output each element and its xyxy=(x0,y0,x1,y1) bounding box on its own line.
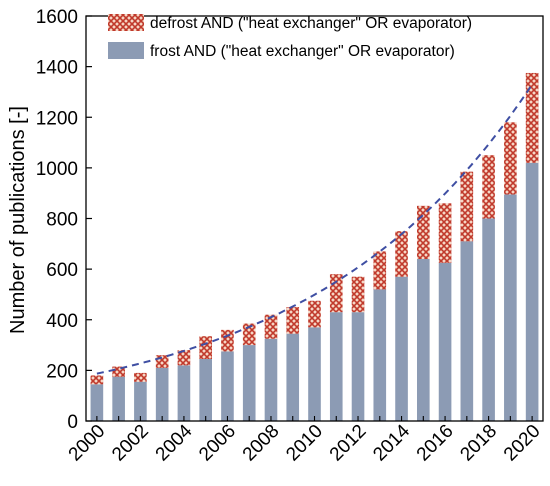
bar-defrost-2016 xyxy=(438,203,452,263)
x-tick-label: 2016 xyxy=(413,421,458,466)
bar-defrost-2004 xyxy=(177,350,191,366)
y-tick-label: 200 xyxy=(46,361,78,382)
bar-defrost-2008 xyxy=(264,314,278,339)
bar-frost-2006 xyxy=(221,351,234,421)
y-tick-label: 1200 xyxy=(36,108,78,129)
x-tick-label: 2018 xyxy=(456,421,501,466)
y-axis-title: Number of publications [-] xyxy=(7,106,29,334)
legend-label-frost: frost AND ("heat exchanger" OR evaporato… xyxy=(150,43,455,60)
bar-frost-2007 xyxy=(242,345,256,421)
x-tick-label: 2010 xyxy=(282,421,327,466)
bar-defrost-2010 xyxy=(308,300,321,328)
bar-defrost-2000 xyxy=(90,375,104,385)
y-tick-label: 400 xyxy=(46,311,78,332)
bar-defrost-2011 xyxy=(329,274,343,313)
y-tick-label: 1000 xyxy=(36,159,78,180)
bar-defrost-2012 xyxy=(351,276,365,313)
bar-defrost-2014 xyxy=(395,231,408,277)
bar-frost-2019 xyxy=(504,194,517,421)
bar-frost-2005 xyxy=(199,358,213,421)
bar-frost-2008 xyxy=(264,338,278,421)
bar-defrost-2019 xyxy=(504,122,517,195)
bar-defrost-2001 xyxy=(112,366,125,377)
bar-defrost-2006 xyxy=(221,329,234,352)
bar-defrost-2009 xyxy=(286,307,300,334)
bar-defrost-2002 xyxy=(134,372,147,382)
bar-frost-2014 xyxy=(395,276,408,421)
legend: defrost AND ("heat exchanger" OR evapora… xyxy=(108,14,472,60)
x-tick-label: 2012 xyxy=(326,421,371,466)
bar-defrost-2013 xyxy=(373,251,387,290)
bar-frost-2011 xyxy=(329,312,343,421)
x-tick-label: 2008 xyxy=(239,421,284,466)
bar-frost-2002 xyxy=(134,381,147,421)
legend-swatch-defrost xyxy=(108,14,144,31)
bar-frost-2017 xyxy=(460,241,474,421)
bar-frost-2013 xyxy=(373,289,387,421)
x-tick-label: 2004 xyxy=(152,420,197,465)
bar-defrost-2003 xyxy=(155,355,169,368)
y-tick-label: 800 xyxy=(46,210,78,231)
x-tick-label: 2002 xyxy=(108,421,153,466)
bar-frost-2015 xyxy=(416,259,430,421)
x-tick-label: 2006 xyxy=(195,421,240,466)
legend-label-defrost: defrost AND ("heat exchanger" OR evapora… xyxy=(150,15,472,32)
x-tick-label: 2020 xyxy=(500,421,545,466)
bar-frost-2001 xyxy=(112,376,125,421)
bar-frost-2012 xyxy=(351,312,365,421)
bar-defrost-2020 xyxy=(525,72,539,163)
bar-defrost-2018 xyxy=(482,155,495,219)
bar-frost-2010 xyxy=(308,327,321,421)
bar-defrost-2015 xyxy=(416,205,430,259)
legend-swatch-frost xyxy=(108,42,144,59)
bar-frost-2016 xyxy=(438,262,452,421)
bar-frost-2018 xyxy=(482,218,495,421)
bar-defrost-2007 xyxy=(242,323,256,346)
bars-layer xyxy=(90,72,539,421)
y-tick-label: 1600 xyxy=(36,7,78,28)
bar-defrost-2017 xyxy=(460,171,474,242)
x-tick-label: 2014 xyxy=(369,420,414,465)
bar-frost-2004 xyxy=(177,365,191,421)
bar-frost-2003 xyxy=(155,367,169,421)
y-tick-label: 600 xyxy=(46,260,78,281)
trendline xyxy=(96,83,533,375)
y-tick-label: 1400 xyxy=(36,58,78,79)
bar-defrost-2005 xyxy=(199,336,213,359)
bar-frost-2009 xyxy=(286,333,300,421)
y-tick-label: 0 xyxy=(67,412,78,433)
bar-frost-2000 xyxy=(90,384,104,421)
bar-frost-2020 xyxy=(525,162,539,421)
